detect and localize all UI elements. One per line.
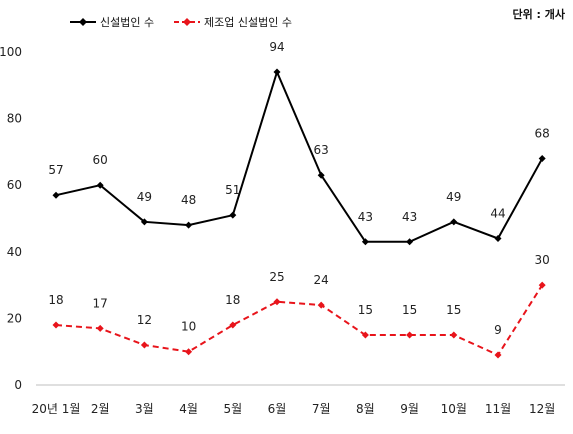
legend-label-manufacturing: 제조업 신설법인 수 <box>204 16 292 29</box>
x-tick-label: 7월 <box>312 402 331 416</box>
data-label: 18 <box>225 293 240 307</box>
data-point <box>96 324 104 332</box>
series-line <box>55 69 544 243</box>
y-tick-label: 40 <box>7 245 22 259</box>
data-point <box>538 155 546 163</box>
data-label: 15 <box>446 303 461 317</box>
data-label: 18 <box>48 293 63 307</box>
data-point <box>52 321 60 329</box>
legend: 신설법인 수 제조업 신설법인 수 <box>70 16 292 29</box>
data-point <box>406 238 414 246</box>
y-tick-label: 0 <box>14 378 22 392</box>
data-label: 49 <box>446 190 461 204</box>
data-label: 15 <box>358 303 373 317</box>
y-tick-label: 100 <box>0 45 22 59</box>
unit-note: 단위 : 개사 <box>512 7 565 21</box>
data-point <box>52 191 60 199</box>
data-point <box>96 181 104 189</box>
data-label: 12 <box>137 313 152 327</box>
data-label: 43 <box>402 210 417 224</box>
data-label: 25 <box>269 270 284 284</box>
data-label: 9 <box>494 323 502 337</box>
data-label: 44 <box>490 206 505 220</box>
x-tick-label: 6월 <box>268 402 287 416</box>
data-point <box>494 351 502 359</box>
series-line <box>55 284 544 357</box>
data-point <box>273 298 281 306</box>
data-label: 51 <box>225 183 240 197</box>
data-label: 17 <box>93 296 108 310</box>
data-point <box>229 211 237 219</box>
series-layer: 57 60 49 48 51 94 63 43 43 49 44 68 18 17 12 10 18 25 24 15… <box>48 40 550 359</box>
data-label: 43 <box>358 210 373 224</box>
legend-item-total: 신설법인 수 <box>70 16 154 29</box>
data-point <box>361 331 369 339</box>
data-point <box>538 281 546 289</box>
data-label: 48 <box>181 193 196 207</box>
data-label: 10 <box>181 320 196 334</box>
y-axis-ticks: 0 20 40 60 80 100 <box>0 45 22 392</box>
x-tick-label: 2월 <box>91 402 110 416</box>
y-tick-label: 20 <box>7 311 22 325</box>
series-manufacturing: 18 17 12 10 18 25 24 15 15 15 9 30 <box>48 253 550 359</box>
x-tick-label: 12월 <box>529 402 555 416</box>
legend-label-total: 신설법인 수 <box>100 16 154 29</box>
data-point <box>317 301 325 309</box>
series-total: 57 60 49 48 51 94 63 43 43 49 44 68 <box>48 40 550 246</box>
data-point <box>185 348 193 356</box>
data-point <box>450 331 458 339</box>
data-point <box>494 234 502 242</box>
data-point <box>450 218 458 226</box>
data-point <box>185 221 193 229</box>
x-tick-label: 4월 <box>179 402 198 416</box>
data-label: 49 <box>137 190 152 204</box>
data-label: 60 <box>93 153 108 167</box>
data-point <box>229 321 237 329</box>
data-point <box>361 238 369 246</box>
data-point <box>140 218 148 226</box>
data-label: 63 <box>314 143 329 157</box>
data-point <box>317 171 325 179</box>
data-point <box>273 68 281 76</box>
data-point <box>406 331 414 339</box>
y-tick-label: 80 <box>7 112 22 126</box>
x-tick-label: 10월 <box>441 402 467 416</box>
x-tick-label: 3월 <box>135 402 154 416</box>
x-tick-label: 11월 <box>485 402 511 416</box>
data-point <box>140 341 148 349</box>
x-tick-label: 8월 <box>356 402 375 416</box>
x-tick-label: 9월 <box>400 402 419 416</box>
x-axis-ticks: 20년 1월 2월 3월 4월 5월 6월 7월 8월 9월 10월 11월 12월 <box>32 402 556 416</box>
data-label: 94 <box>269 40 284 54</box>
data-label: 57 <box>48 163 63 177</box>
data-label: 68 <box>535 127 550 141</box>
legend-item-manufacturing: 제조업 신설법인 수 <box>174 16 292 29</box>
x-tick-label: 20년 1월 <box>32 402 81 416</box>
y-tick-label: 60 <box>7 178 22 192</box>
x-tick-label: 5월 <box>223 402 242 416</box>
data-label: 30 <box>535 253 550 267</box>
data-label: 24 <box>314 273 329 287</box>
data-label: 15 <box>402 303 417 317</box>
